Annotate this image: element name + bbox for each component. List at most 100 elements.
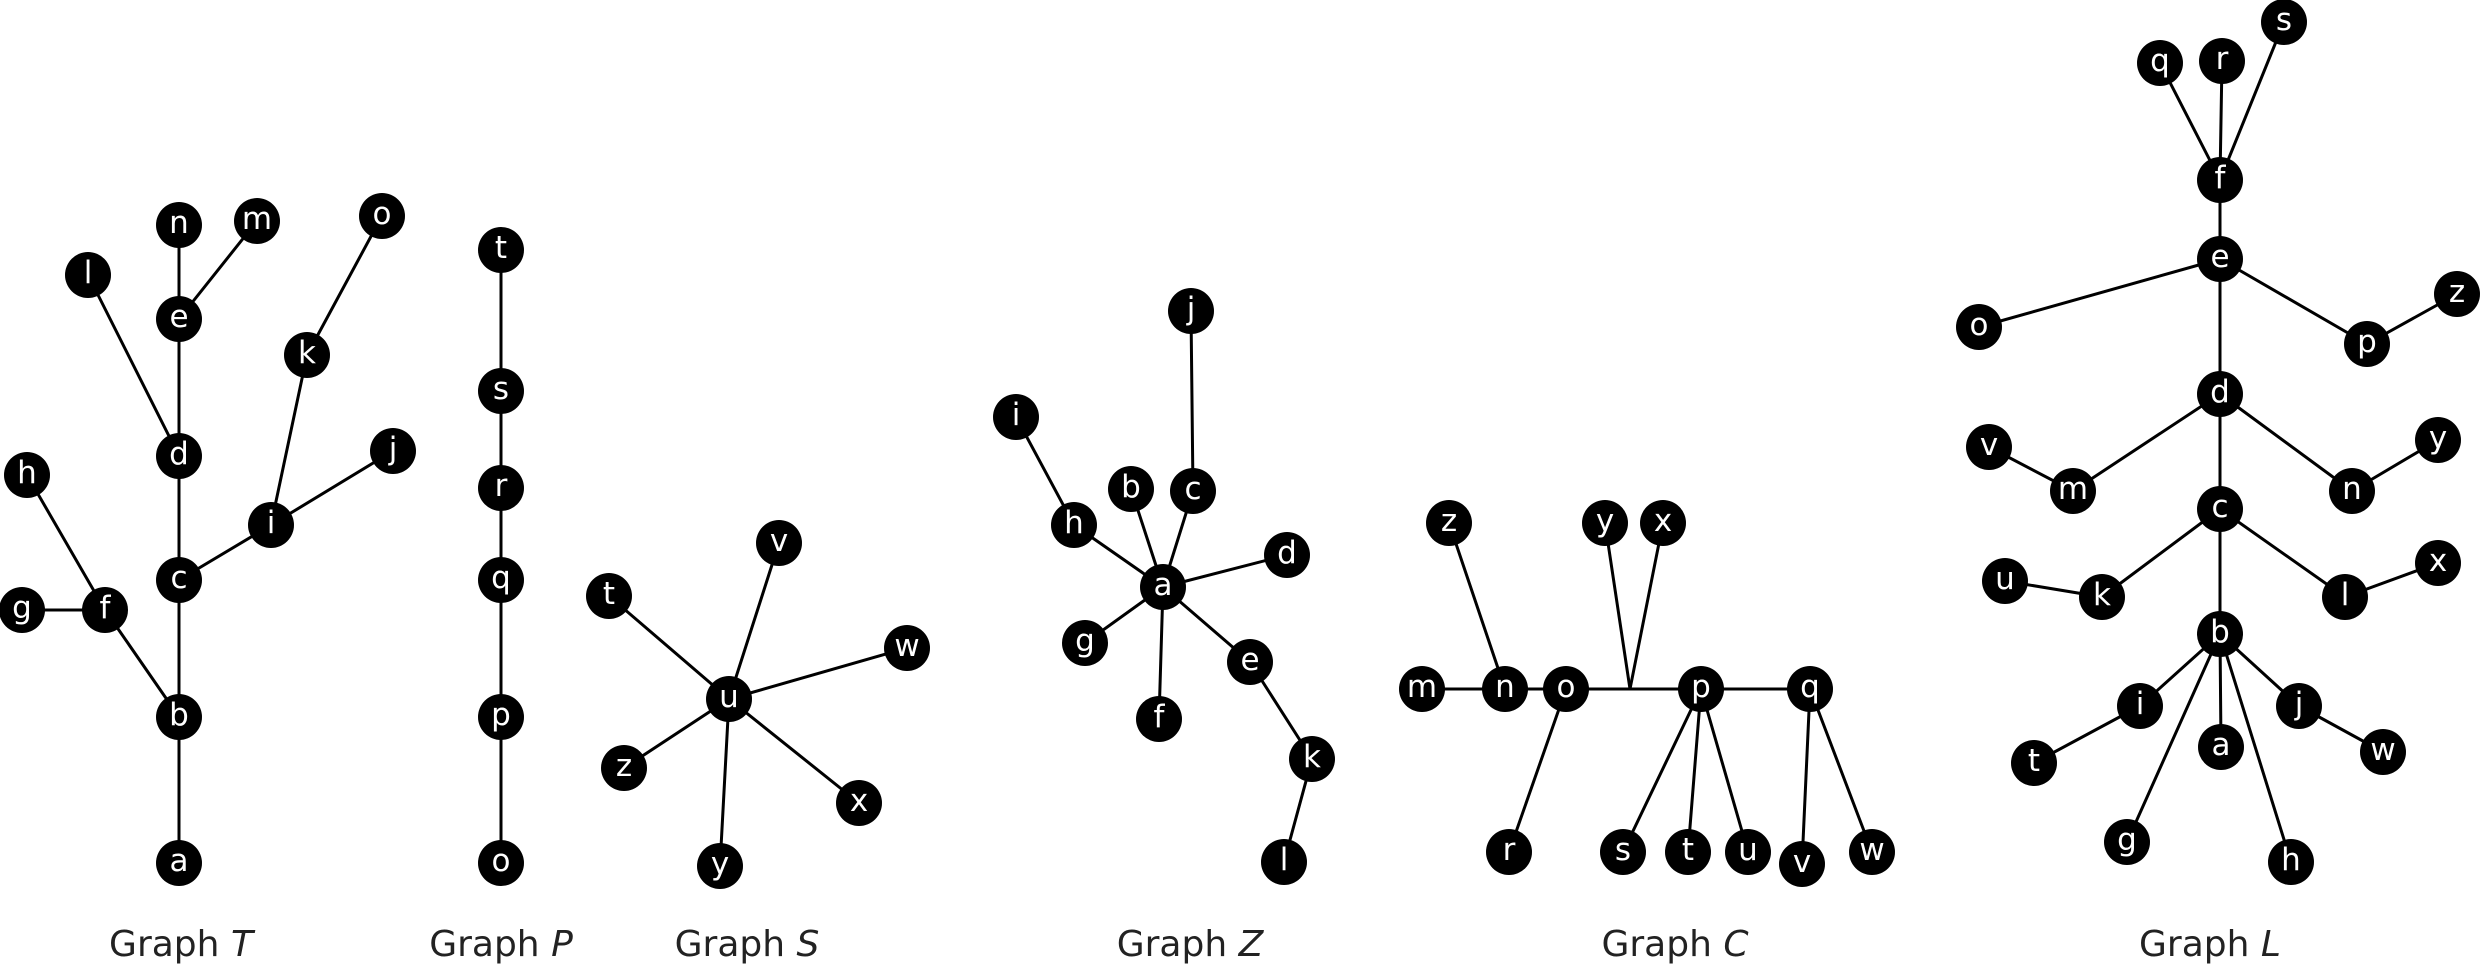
node-label: p	[1691, 669, 1711, 705]
node-t-l: l	[65, 252, 111, 298]
node-circle	[1725, 829, 1771, 875]
node-l-i: i	[2117, 683, 2163, 729]
node-z-h: h	[1051, 502, 1097, 548]
node-label: m	[242, 201, 272, 237]
node-z-b: b	[1108, 466, 1154, 512]
node-l-k: k	[2079, 574, 2125, 620]
node-l-o: o	[1956, 304, 2002, 350]
node-label: k	[2093, 577, 2111, 613]
node-circle	[1170, 468, 1216, 514]
node-t-d: d	[156, 433, 202, 479]
node-label: m	[2058, 471, 2088, 507]
node-t-b: b	[156, 694, 202, 740]
node-circle	[370, 428, 416, 474]
node-circle	[1399, 666, 1445, 712]
edge-t-f-h	[25, 473, 107, 612]
node-label: t	[1682, 832, 1694, 868]
node-label: d	[2210, 374, 2230, 410]
node-t-e: e	[156, 296, 202, 342]
node-label: e	[2210, 239, 2229, 275]
node-label: i	[1012, 397, 1021, 433]
node-circle	[1426, 500, 1472, 546]
node-circle	[2360, 729, 2406, 775]
node-l-b: b	[2197, 611, 2243, 657]
node-label: r	[1503, 832, 1516, 868]
edge-l-b-h	[2218, 632, 2293, 864]
node-label: a	[170, 843, 189, 879]
node-label: e	[169, 299, 188, 335]
node-circle	[1665, 829, 1711, 875]
node-c-s: s	[1600, 829, 1646, 875]
node-s-x: x	[836, 780, 882, 826]
node-z-j: j	[1168, 288, 1214, 334]
node-label: l	[84, 255, 93, 291]
node-circle	[1227, 639, 1273, 685]
node-p-o: o	[478, 840, 524, 886]
edge-c-junction-x	[1628, 521, 1665, 691]
node-l-d: d	[2197, 371, 2243, 417]
node-l-x: x	[2415, 540, 2461, 586]
node-l-c: c	[2197, 486, 2243, 532]
node-label: y	[1596, 503, 1614, 539]
node-circle	[836, 780, 882, 826]
node-label: v	[1793, 844, 1811, 880]
node-label: j	[1186, 291, 1196, 327]
node-s-y: y	[697, 843, 743, 889]
node-circle	[2104, 819, 2150, 865]
node-circle	[706, 676, 752, 722]
node-circle	[2415, 540, 2461, 586]
node-circle	[756, 520, 802, 566]
node-t-o: o	[359, 193, 405, 239]
node-label: x	[1654, 503, 1672, 539]
edge-l-d-m	[2071, 392, 2222, 493]
node-l-m: m	[2050, 468, 2096, 514]
node-circle	[1289, 736, 1335, 782]
node-circle	[2329, 468, 2375, 514]
node-label: t	[2028, 743, 2040, 779]
node-l-a: a	[2198, 724, 2244, 770]
edge-l-e-o	[1977, 257, 2222, 329]
node-label: i	[2136, 686, 2145, 722]
node-label: b	[169, 697, 189, 733]
node-circle	[2197, 236, 2243, 282]
node-circle	[2197, 486, 2243, 532]
node-label: q	[1800, 669, 1820, 705]
node-l-v: v	[1966, 424, 2012, 470]
node-l-n: n	[2329, 468, 2375, 514]
node-s-w: w	[884, 625, 930, 671]
node-circle	[1787, 666, 1833, 712]
node-z-i: i	[993, 394, 1039, 440]
node-circle	[1486, 829, 1532, 875]
node-l-p: p	[2344, 321, 2390, 367]
edge-c-p-s	[1621, 687, 1703, 854]
node-p-t: t	[478, 227, 524, 273]
node-t-i: i	[248, 502, 294, 548]
caption-graph-l: Graph L	[2139, 924, 2281, 965]
node-c-p: p	[1678, 666, 1724, 712]
node-l-h: h	[2268, 839, 2314, 885]
node-label: d	[169, 436, 189, 472]
node-label: s	[493, 371, 509, 407]
node-circle	[359, 193, 405, 239]
caption-graph-p: Graph P	[429, 924, 573, 965]
node-label: p	[2357, 324, 2377, 360]
edge-s-u-w	[727, 646, 909, 701]
node-circle	[2197, 371, 2243, 417]
node-circle	[1956, 304, 2002, 350]
node-circle	[248, 502, 294, 548]
node-label: t	[495, 230, 507, 266]
node-label: s	[2276, 2, 2292, 38]
node-circle	[1849, 829, 1895, 875]
node-c-n: n	[1482, 666, 1528, 712]
node-circle	[884, 625, 930, 671]
node-circle	[2079, 574, 2125, 620]
node-z-k: k	[1289, 736, 1335, 782]
node-circle	[2197, 157, 2243, 203]
node-circle	[2268, 839, 2314, 885]
node-circle	[234, 198, 280, 244]
node-label: w	[894, 628, 919, 664]
edge-l-b-g	[2125, 632, 2222, 844]
edge-t-i-j	[269, 449, 395, 527]
node-circle	[1779, 841, 1825, 887]
